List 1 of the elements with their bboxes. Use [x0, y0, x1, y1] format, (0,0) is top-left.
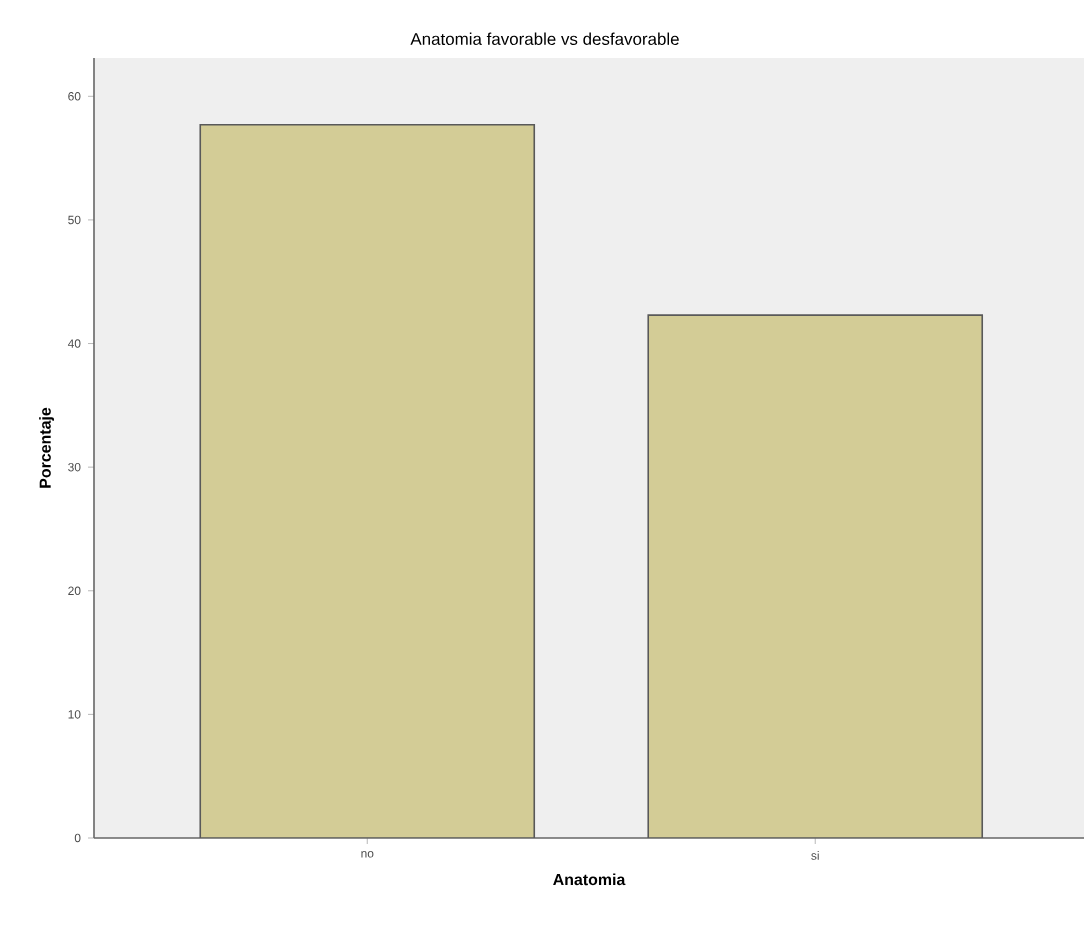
- chart-title: Anatomia favorable vs desfavorable: [410, 32, 679, 45]
